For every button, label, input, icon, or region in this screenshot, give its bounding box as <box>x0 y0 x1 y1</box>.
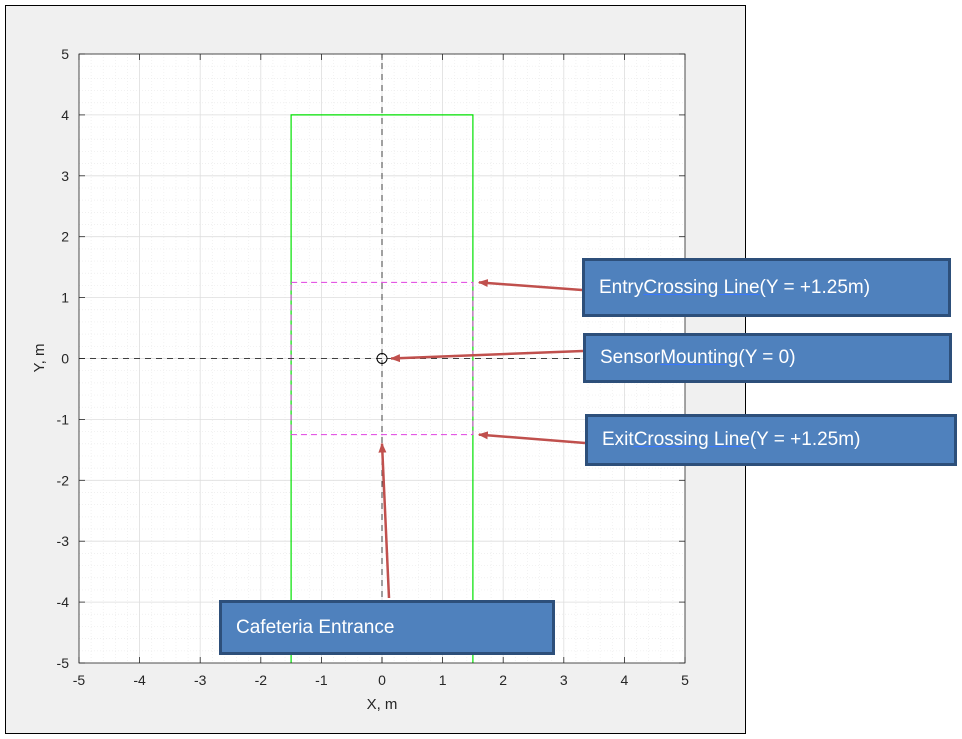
callout-arrows <box>378 279 586 599</box>
entry-callout-suffix: (Y = +1.25m) <box>759 276 871 298</box>
x-tick-label: 3 <box>560 672 568 688</box>
sensor-arrow <box>390 349 584 363</box>
x-tick-label: -3 <box>194 672 207 688</box>
sensor-callout: Sensor Mounting (Y = 0) <box>583 333 952 383</box>
x-tick-label: -5 <box>73 672 86 688</box>
sensor-callout-underlined: Mounting <box>660 347 739 368</box>
x-tick-label: -4 <box>133 672 146 688</box>
x-tick-label: -1 <box>315 672 328 688</box>
series-layer <box>79 54 685 663</box>
exit-callout-prefix: Exit <box>602 429 634 450</box>
sensor-marker <box>376 353 388 364</box>
entry-arrow <box>477 279 583 292</box>
entry-callout: Entry Crossing Line (Y = +1.25m) <box>582 258 951 317</box>
entry-callout-underlined: Crossing Line <box>643 276 760 298</box>
y-tick-label: -5 <box>57 655 70 671</box>
y-tick-label: -2 <box>57 472 70 488</box>
y-tick-label: 2 <box>61 229 69 245</box>
entry-callout-prefix: Entry <box>599 276 644 298</box>
x-tick-label: 4 <box>621 672 629 688</box>
y-tick-label: -1 <box>57 411 70 427</box>
cafeteria-arrow <box>378 442 391 599</box>
exit-callout-underlined: Crossing Line <box>633 429 750 450</box>
y-tick-label: 4 <box>61 107 69 123</box>
exit-callout-suffix: (Y = +1.25m) <box>749 429 861 450</box>
x-tick-label: 0 <box>378 672 386 688</box>
x-tick-label: 2 <box>499 672 507 688</box>
y-tick-label: 1 <box>61 290 69 306</box>
exit-arrow <box>477 431 586 445</box>
y-tick-label: 3 <box>61 168 69 184</box>
y-tick-label: 0 <box>61 351 69 367</box>
cafeteria-callout: Cafeteria Entrance <box>219 600 555 655</box>
x-tick-label: 5 <box>681 672 689 688</box>
crossing-zone-outline <box>290 281 474 436</box>
sensor-callout-prefix: Sensor <box>600 347 661 368</box>
sensor-callout-suffix: (Y = 0) <box>738 347 796 368</box>
y-tick-label: -3 <box>57 533 70 549</box>
cafeteria-callout-text: Cafeteria Entrance <box>236 616 395 638</box>
x-tick-label: 1 <box>439 672 447 688</box>
x-tick-label: -2 <box>255 672 268 688</box>
y-axis-label: Y, m <box>31 344 48 373</box>
y-tick-label: 5 <box>61 46 69 62</box>
exit-callout: Exit Crossing Line (Y = +1.25m) <box>585 414 957 466</box>
y-tick-label: -4 <box>57 594 70 610</box>
x-axis-label: X, m <box>367 696 398 713</box>
